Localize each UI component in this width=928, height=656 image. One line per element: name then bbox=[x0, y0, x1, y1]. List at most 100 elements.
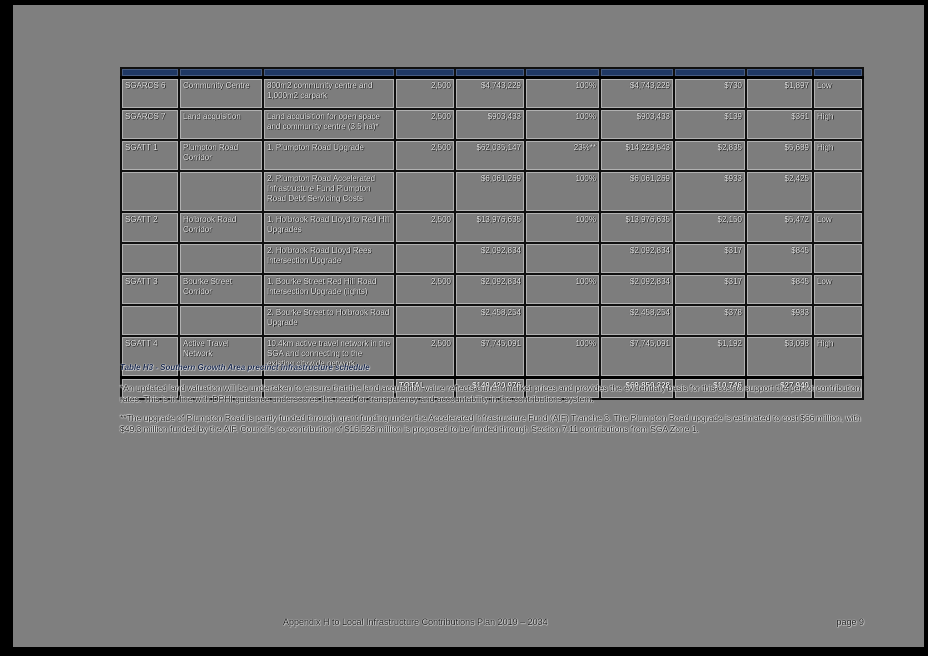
cell-apportionment: 100% bbox=[524, 170, 601, 213]
cell-apportionment: 100% bbox=[524, 76, 601, 110]
table-footer: TOTAL $149,420,976 $69,850,328 $10,746 $… bbox=[120, 376, 864, 400]
cell-description: 1. Plumpton Road Upgrade bbox=[262, 139, 396, 172]
cell-cost: $7,745,091 bbox=[454, 335, 526, 379]
cell-apportionment: 23%** bbox=[524, 139, 601, 172]
cell-ref: SGATT 3 bbox=[120, 273, 180, 306]
footnote-land-valuation: *An updated land valuation will be under… bbox=[120, 383, 861, 405]
table-row: 2. Holbrook Road Lloyd Rees Intersection… bbox=[120, 242, 864, 275]
footnote-plumpton-road: **The upgrade of Plumpton Road is partly… bbox=[120, 413, 861, 435]
cell-apportioned-cost: $2,458,254 bbox=[599, 304, 675, 337]
cell-ref bbox=[120, 242, 180, 275]
table-header bbox=[120, 67, 864, 79]
total-empty-description bbox=[262, 376, 396, 400]
cell-apportioned-cost: $7,745,091 bbox=[599, 335, 675, 379]
cell-lots: 2,500 bbox=[394, 76, 456, 110]
cell-ref: SGATT 4 bbox=[120, 335, 180, 379]
cell-staging: High bbox=[812, 139, 864, 172]
cell-description: 1. Bourke Street Red Hill Road Intersect… bbox=[262, 273, 396, 306]
cell-apportionment: 100% bbox=[524, 335, 601, 379]
cell-ref: SGARCS 6 bbox=[120, 76, 180, 110]
footer-document-title: Appendix H to Local Infrastructure Contr… bbox=[283, 617, 548, 627]
column-header bbox=[178, 67, 264, 79]
cell-rate-resident: $317 bbox=[673, 273, 747, 306]
cell-staging bbox=[812, 304, 864, 337]
cell-rate-resident: $933 bbox=[673, 170, 747, 213]
cell-staging: Low bbox=[812, 273, 864, 306]
cell-item: Community Centre bbox=[178, 76, 264, 110]
cell-cost: $6,061,269 bbox=[454, 170, 526, 213]
cell-rate-resident: $378 bbox=[673, 304, 747, 337]
table-row: SGATT 4 Active Travel Network 10.4km act… bbox=[120, 335, 864, 379]
cell-cost: $903,433 bbox=[454, 108, 526, 141]
cell-lots bbox=[394, 242, 456, 275]
cell-ref: SGATT 1 bbox=[120, 139, 180, 172]
table-row: SGATT 3 Bourke Street Corridor 1. Bourke… bbox=[120, 273, 864, 306]
cell-apportionment bbox=[524, 304, 601, 337]
cell-staging: High bbox=[812, 108, 864, 141]
cell-description: 10.4km active travel network in the SGA … bbox=[262, 335, 396, 379]
table-row: 2. Bourke Street to Holbrook Road Upgrad… bbox=[120, 304, 864, 337]
cell-rate-resident: $317 bbox=[673, 242, 747, 275]
total-empty-ref bbox=[120, 376, 180, 400]
total-rate-lot: $27,940 bbox=[745, 376, 814, 400]
cell-ref bbox=[120, 304, 180, 337]
cell-rate-lot: $1,897 bbox=[745, 76, 814, 110]
cell-apportionment bbox=[524, 242, 601, 275]
cell-description: 1. Holbrook Road Lloyd to Red Hill Upgra… bbox=[262, 211, 396, 244]
cell-staging: High bbox=[812, 335, 864, 379]
cell-rate-lot: $983 bbox=[745, 304, 814, 337]
cell-description: 2. Holbrook Road Lloyd Rees Intersection… bbox=[262, 242, 396, 275]
column-header bbox=[524, 67, 601, 79]
table-row: SGARCS 7 Land acquisition Land acquisiti… bbox=[120, 108, 864, 141]
cell-rate-resident: $2,150 bbox=[673, 211, 747, 244]
cell-description: 2. Plumpton Road Accelerated Infrastruct… bbox=[262, 170, 396, 213]
total-rate-resident: $10,746 bbox=[673, 376, 747, 400]
column-header bbox=[599, 67, 675, 79]
column-header bbox=[120, 67, 180, 79]
header-row bbox=[120, 67, 864, 79]
cell-rate-lot: $3,098 bbox=[745, 335, 814, 379]
cell-apportionment: 100% bbox=[524, 211, 601, 244]
cell-rate-lot: $845 bbox=[745, 242, 814, 275]
column-header bbox=[673, 67, 747, 79]
page-footer: Appendix H to Local Infrastructure Contr… bbox=[283, 617, 864, 627]
cell-lots: 2,500 bbox=[394, 335, 456, 379]
cell-description: Land acquisition for open space and comm… bbox=[262, 108, 396, 141]
cell-ref: SGARCS 7 bbox=[120, 108, 180, 141]
column-header bbox=[454, 67, 526, 79]
cell-cost: $62,035,147 bbox=[454, 139, 526, 172]
cell-apportioned-cost: $13,976,635 bbox=[599, 211, 675, 244]
cell-description: 2. Bourke Street to Holbrook Road Upgrad… bbox=[262, 304, 396, 337]
cell-item bbox=[178, 304, 264, 337]
cell-cost: $2,092,834 bbox=[454, 242, 526, 275]
cell-ref: SGATT 2 bbox=[120, 211, 180, 244]
cell-item bbox=[178, 242, 264, 275]
total-empty-item bbox=[178, 376, 264, 400]
cell-description: 800m2 community centre and 1,000m2 carpa… bbox=[262, 76, 396, 110]
cell-apportioned-cost: $14,223,543 bbox=[599, 139, 675, 172]
cell-rate-lot: $2,425 bbox=[745, 170, 814, 213]
cell-ref bbox=[120, 170, 180, 213]
cell-apportionment: 100% bbox=[524, 108, 601, 141]
cell-lots: 2,500 bbox=[394, 108, 456, 141]
cell-lots: 2,500 bbox=[394, 139, 456, 172]
infrastructure-schedule-table-wrap: SGARCS 6 Community Centre 800m2 communit… bbox=[120, 67, 864, 400]
cell-lots bbox=[394, 304, 456, 337]
cell-item bbox=[178, 170, 264, 213]
cell-item: Holbrook Road Corridor bbox=[178, 211, 264, 244]
total-row: TOTAL $149,420,976 $69,850,328 $10,746 $… bbox=[120, 376, 864, 400]
cell-rate-lot: $5,689 bbox=[745, 139, 814, 172]
table-row: 2. Plumpton Road Accelerated Infrastruct… bbox=[120, 170, 864, 213]
cell-rate-resident: $139 bbox=[673, 108, 747, 141]
cell-staging: Low bbox=[812, 76, 864, 110]
table-row: SGATT 1 Plumpton Road Corridor 1. Plumpt… bbox=[120, 139, 864, 172]
page-number: page 9 bbox=[836, 617, 864, 627]
cell-rate-resident: $1,192 bbox=[673, 335, 747, 379]
total-cost: $149,420,976 bbox=[454, 376, 526, 400]
cell-apportioned-cost: $2,092,834 bbox=[599, 242, 675, 275]
cell-lots: 2,500 bbox=[394, 211, 456, 244]
cell-rate-resident: $2,835 bbox=[673, 139, 747, 172]
cell-rate-lot: $361 bbox=[745, 108, 814, 141]
cell-rate-lot: $5,472 bbox=[745, 211, 814, 244]
total-apportioned-cost: $69,850,328 bbox=[599, 376, 675, 400]
